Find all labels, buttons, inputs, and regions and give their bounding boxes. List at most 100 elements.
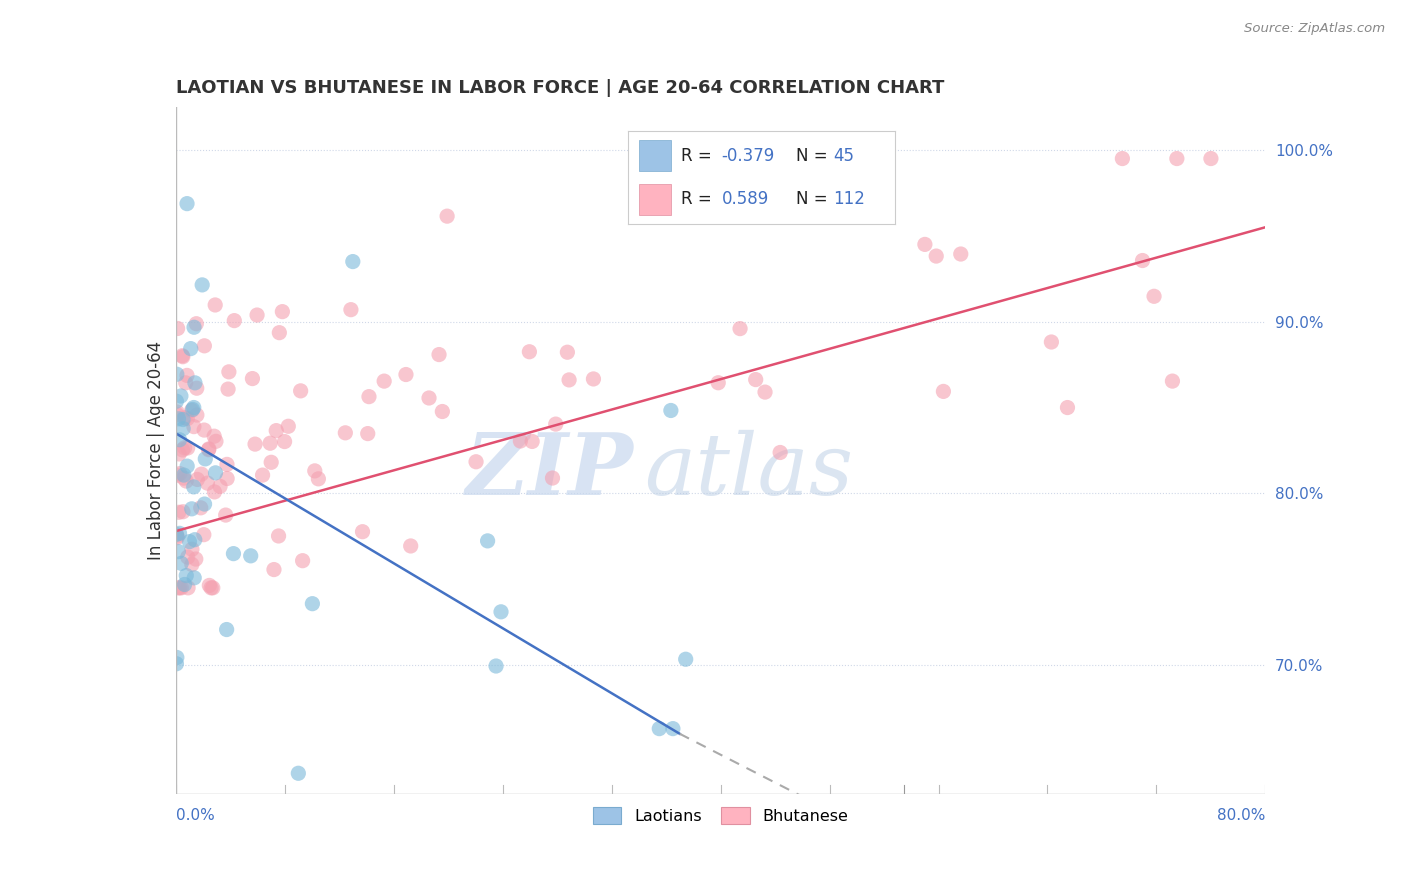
Point — [465, 455, 488, 469]
Point — [197, 442, 219, 457]
Point — [166, 405, 188, 419]
Point — [304, 464, 326, 478]
Point — [290, 384, 312, 398]
Point — [1111, 152, 1133, 166]
Point — [169, 467, 191, 481]
Point — [170, 557, 193, 571]
Legend: Laotians, Bhutanese: Laotians, Bhutanese — [586, 800, 855, 830]
Point — [166, 321, 188, 335]
Point — [582, 372, 605, 386]
Point — [520, 434, 543, 449]
Point — [197, 476, 219, 491]
Point — [193, 527, 215, 541]
Point — [519, 344, 541, 359]
Point — [169, 526, 191, 541]
Text: N =: N = — [796, 147, 832, 165]
Point — [1040, 334, 1063, 349]
Point — [176, 368, 198, 383]
Point — [949, 247, 972, 261]
Point — [172, 412, 194, 426]
Point — [260, 455, 283, 469]
Point — [177, 550, 200, 565]
Point — [183, 401, 205, 415]
Point — [277, 419, 299, 434]
Point — [167, 505, 190, 519]
Point — [167, 447, 190, 461]
Point — [544, 417, 567, 431]
Y-axis label: In Labor Force | Age 20-64: In Labor Force | Age 20-64 — [146, 341, 165, 560]
Point — [352, 524, 374, 539]
Point — [509, 434, 531, 448]
Point — [246, 308, 269, 322]
Point — [707, 376, 730, 390]
Point — [432, 404, 454, 418]
Point — [166, 531, 188, 545]
Point — [1199, 152, 1222, 166]
Point — [177, 581, 200, 595]
Point — [744, 373, 766, 387]
Point — [541, 471, 564, 485]
Point — [648, 722, 671, 736]
Point — [287, 766, 309, 780]
Text: -0.379: -0.379 — [721, 147, 775, 165]
Point — [1056, 401, 1078, 415]
Point — [373, 374, 395, 388]
Point — [418, 391, 440, 405]
Point — [173, 471, 195, 485]
Text: R =: R = — [682, 147, 717, 165]
Point — [190, 467, 212, 482]
Point — [183, 571, 205, 585]
Point — [173, 468, 195, 483]
Point — [186, 317, 208, 331]
Point — [173, 441, 195, 455]
Point — [183, 480, 205, 494]
Point — [489, 605, 512, 619]
Point — [174, 410, 197, 425]
Point — [558, 373, 581, 387]
Text: atlas: atlas — [644, 430, 853, 512]
Text: R =: R = — [682, 190, 723, 208]
Point — [914, 237, 936, 252]
Point — [217, 382, 239, 396]
Text: 45: 45 — [834, 147, 855, 165]
Point — [174, 474, 197, 488]
Point — [252, 468, 274, 483]
Point — [176, 441, 198, 455]
FancyBboxPatch shape — [638, 140, 671, 171]
Point — [191, 277, 214, 292]
Point — [485, 659, 508, 673]
Point — [204, 298, 226, 312]
Point — [342, 254, 364, 268]
Point — [198, 578, 221, 592]
Point — [193, 497, 215, 511]
Point — [1143, 289, 1166, 303]
Point — [181, 402, 204, 417]
Point — [335, 425, 357, 440]
Point — [769, 445, 792, 459]
Point — [193, 423, 215, 437]
Text: 80.0%: 80.0% — [1218, 807, 1265, 822]
Point — [269, 326, 291, 340]
Point — [186, 408, 208, 422]
Point — [165, 394, 187, 409]
Point — [222, 547, 245, 561]
Point — [201, 581, 224, 595]
Point — [167, 581, 190, 595]
Point — [659, 403, 682, 417]
Point — [436, 209, 458, 223]
Point — [224, 313, 246, 327]
Point — [291, 554, 314, 568]
Point — [215, 458, 238, 472]
Point — [925, 249, 948, 263]
Point — [205, 434, 228, 449]
Point — [264, 424, 287, 438]
Point — [242, 371, 264, 385]
Point — [301, 597, 323, 611]
Point — [202, 429, 225, 443]
Point — [200, 581, 222, 595]
Point — [204, 484, 226, 499]
Point — [267, 529, 290, 543]
Point — [180, 403, 202, 417]
Point — [557, 345, 579, 359]
Point — [166, 408, 188, 422]
